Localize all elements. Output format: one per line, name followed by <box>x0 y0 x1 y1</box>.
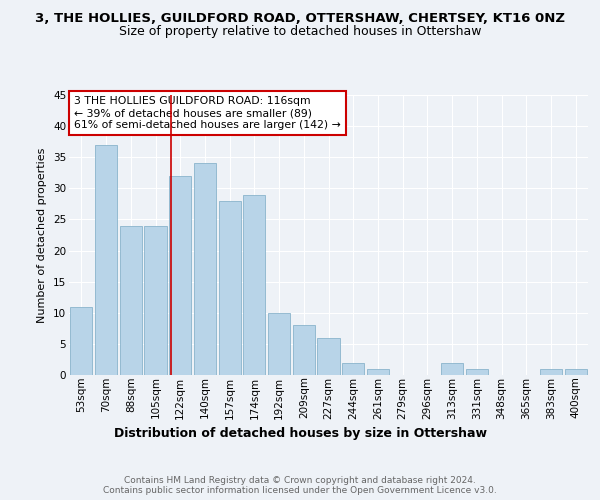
Bar <box>441 362 463 375</box>
Bar <box>466 369 488 375</box>
Bar <box>194 164 216 375</box>
Bar <box>95 145 117 375</box>
Bar <box>342 362 364 375</box>
Bar <box>367 369 389 375</box>
Bar <box>317 338 340 375</box>
Text: 3 THE HOLLIES GUILDFORD ROAD: 116sqm
← 39% of detached houses are smaller (89)
6: 3 THE HOLLIES GUILDFORD ROAD: 116sqm ← 3… <box>74 96 341 130</box>
Bar <box>540 369 562 375</box>
Bar <box>293 325 315 375</box>
Text: Contains HM Land Registry data © Crown copyright and database right 2024.
Contai: Contains HM Land Registry data © Crown c… <box>103 476 497 495</box>
Bar <box>70 306 92 375</box>
Bar <box>268 313 290 375</box>
Y-axis label: Number of detached properties: Number of detached properties <box>37 148 47 322</box>
Bar <box>565 369 587 375</box>
Bar <box>145 226 167 375</box>
Bar <box>119 226 142 375</box>
Bar <box>218 201 241 375</box>
Text: Distribution of detached houses by size in Ottershaw: Distribution of detached houses by size … <box>113 428 487 440</box>
Text: 3, THE HOLLIES, GUILDFORD ROAD, OTTERSHAW, CHERTSEY, KT16 0NZ: 3, THE HOLLIES, GUILDFORD ROAD, OTTERSHA… <box>35 12 565 26</box>
Text: Size of property relative to detached houses in Ottershaw: Size of property relative to detached ho… <box>119 25 481 38</box>
Bar <box>243 194 265 375</box>
Bar <box>169 176 191 375</box>
